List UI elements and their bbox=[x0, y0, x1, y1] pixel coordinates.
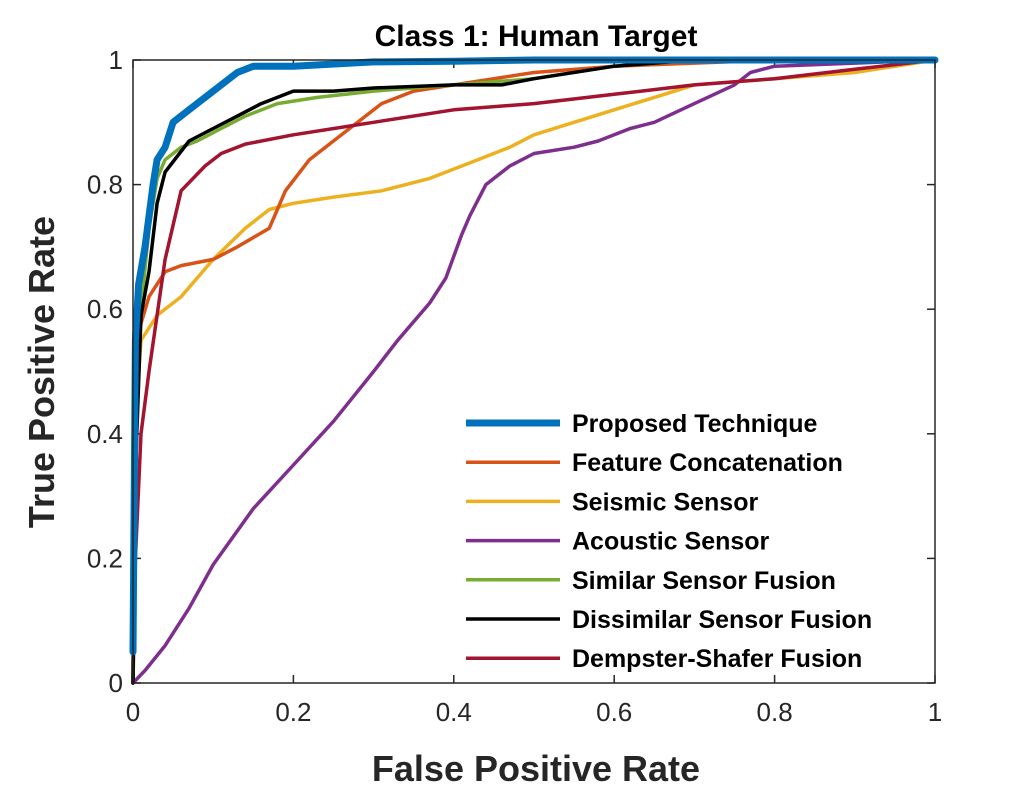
x-tick-label: 0.2 bbox=[275, 697, 311, 727]
legend-label-proposed-technique: Proposed Technique bbox=[572, 410, 817, 438]
series-line-seismic-sensor bbox=[131, 58, 937, 685]
series-line-acoustic-sensor bbox=[131, 58, 937, 685]
axis-ticks: 0 0.2 0.4 0.6 0.8 1 0 0.2 0.4 0.6 0.8 1 bbox=[87, 45, 942, 727]
legend-label-acoustic-sensor: Acoustic Sensor bbox=[572, 528, 770, 556]
x-tick-label: 1 bbox=[928, 697, 942, 727]
legend-label-seismic-sensor: Seismic Sensor bbox=[572, 488, 758, 516]
x-tick-label: 0 bbox=[126, 697, 140, 727]
legend-label-dissimilar-sensor-fusion: Dissimilar Sensor Fusion bbox=[572, 606, 872, 634]
series-line-dissimilar-sensor-fusion bbox=[131, 58, 937, 685]
legend: Proposed Technique Feature Concatenation S… bbox=[466, 410, 872, 673]
legend-label-dempster-shafer-fusion: Dempster-Shafer Fusion bbox=[572, 645, 862, 673]
plot-box bbox=[132, 59, 936, 684]
series-lines bbox=[129, 56, 939, 685]
chart-title: Class 1: Human Target bbox=[375, 20, 698, 53]
x-axis-label: False Positive Rate bbox=[372, 748, 700, 789]
legend-label-feature-concatenation: Feature Concatenation bbox=[572, 449, 843, 477]
y-tick-label: 0 bbox=[109, 668, 123, 698]
legend-label-similar-sensor-fusion: Similar Sensor Fusion bbox=[572, 567, 836, 595]
y-tick-label: 0.8 bbox=[87, 170, 123, 200]
y-tick-label: 0.4 bbox=[87, 419, 123, 449]
x-tick-label: 0.4 bbox=[436, 697, 472, 727]
y-tick-label: 1 bbox=[109, 45, 123, 75]
series-line-proposed-technique bbox=[129, 56, 939, 656]
x-tick-label: 0.6 bbox=[596, 697, 632, 727]
x-tick-label: 0.8 bbox=[757, 697, 793, 727]
series-line-dempster-shafer-fusion bbox=[131, 58, 937, 685]
y-axis-label: True Positive Rate bbox=[21, 216, 62, 528]
y-tick-label: 0.2 bbox=[87, 543, 123, 573]
y-tick-label: 0.6 bbox=[87, 294, 123, 324]
